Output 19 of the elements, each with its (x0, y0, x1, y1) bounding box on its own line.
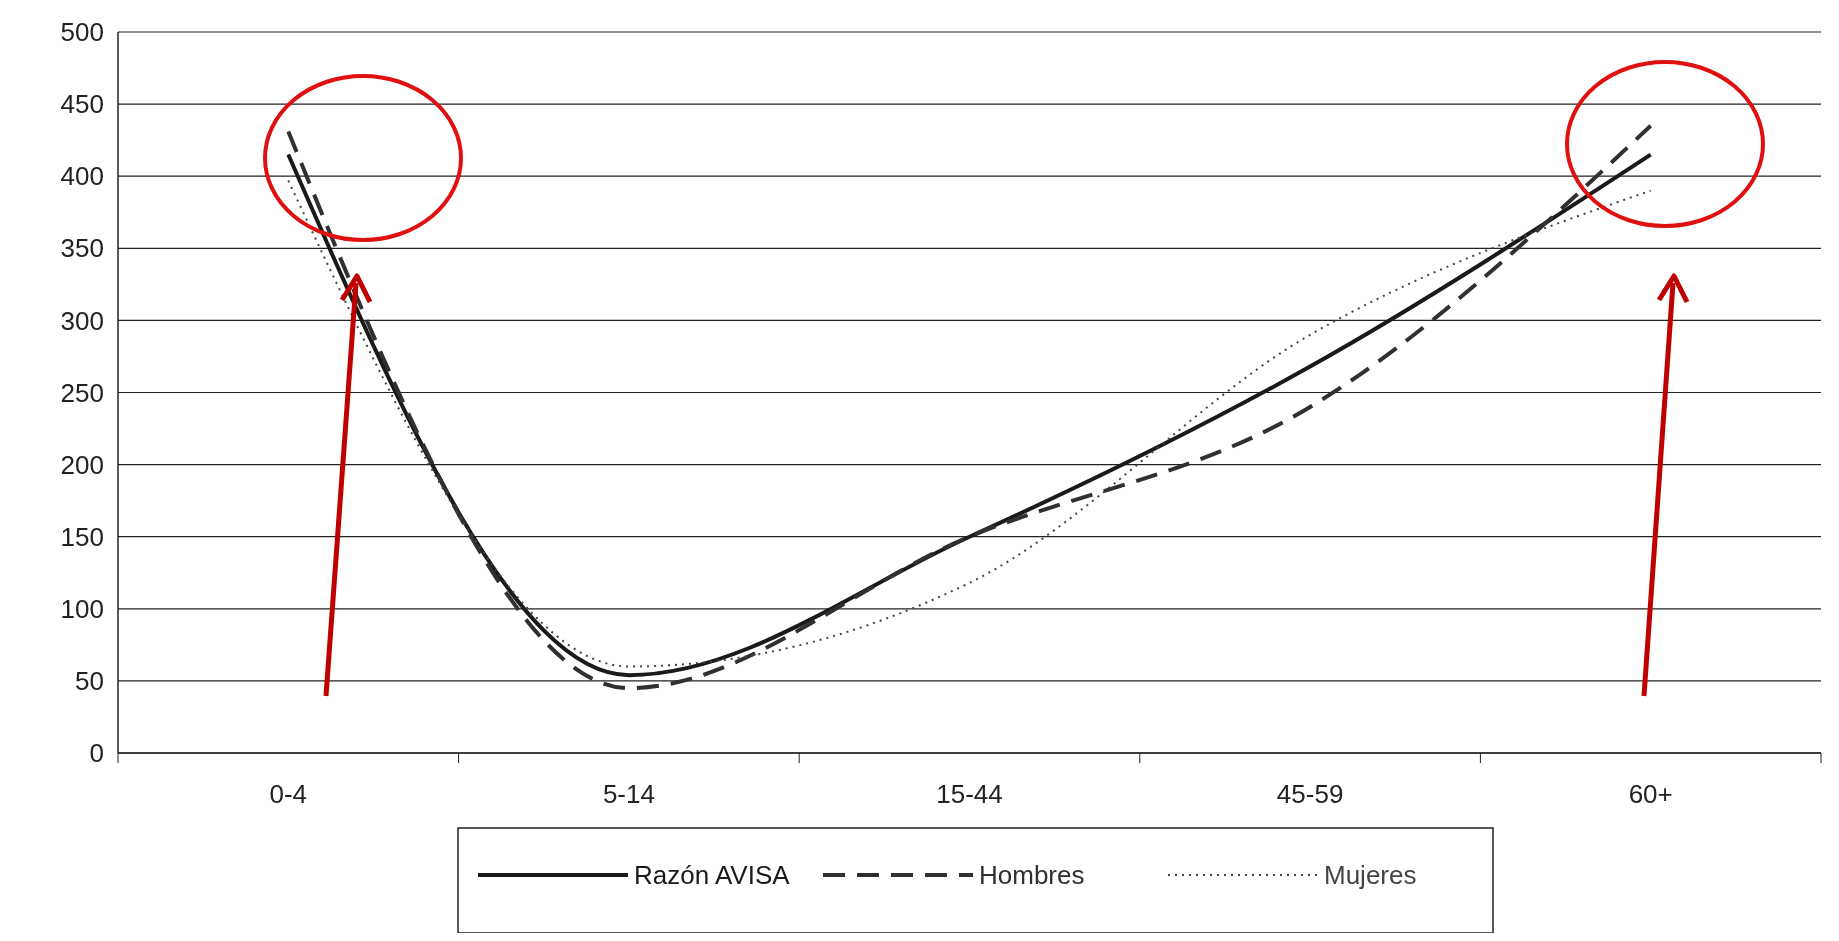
y-tick-label: 100 (60, 593, 104, 624)
x-tick-label: 0-4 (269, 779, 308, 809)
y-tick-label: 250 (60, 377, 104, 408)
y-tick-label: 350 (60, 233, 104, 264)
x-tick-label: 15-44 (936, 779, 1003, 809)
y-tick-label: 450 (60, 89, 104, 120)
x-tick-label: 5-14 (602, 779, 655, 809)
y-tick-label: 500 (60, 17, 104, 48)
text: Mujeres (1324, 860, 1417, 891)
y-tick-label: 400 (60, 161, 104, 192)
x-tick-label: 45-59 (1276, 779, 1344, 809)
y-tick-label: 50 (75, 666, 104, 696)
y-tick-label: 150 (60, 521, 104, 552)
y-tick-label: 0 (89, 738, 104, 769)
y-tick-label: 300 (60, 305, 104, 336)
text: Hombres (979, 860, 1085, 891)
text: Razón AVISA (634, 860, 791, 891)
y-tick-label: 200 (60, 449, 104, 480)
x-tick-label: 60+ (1628, 779, 1673, 809)
